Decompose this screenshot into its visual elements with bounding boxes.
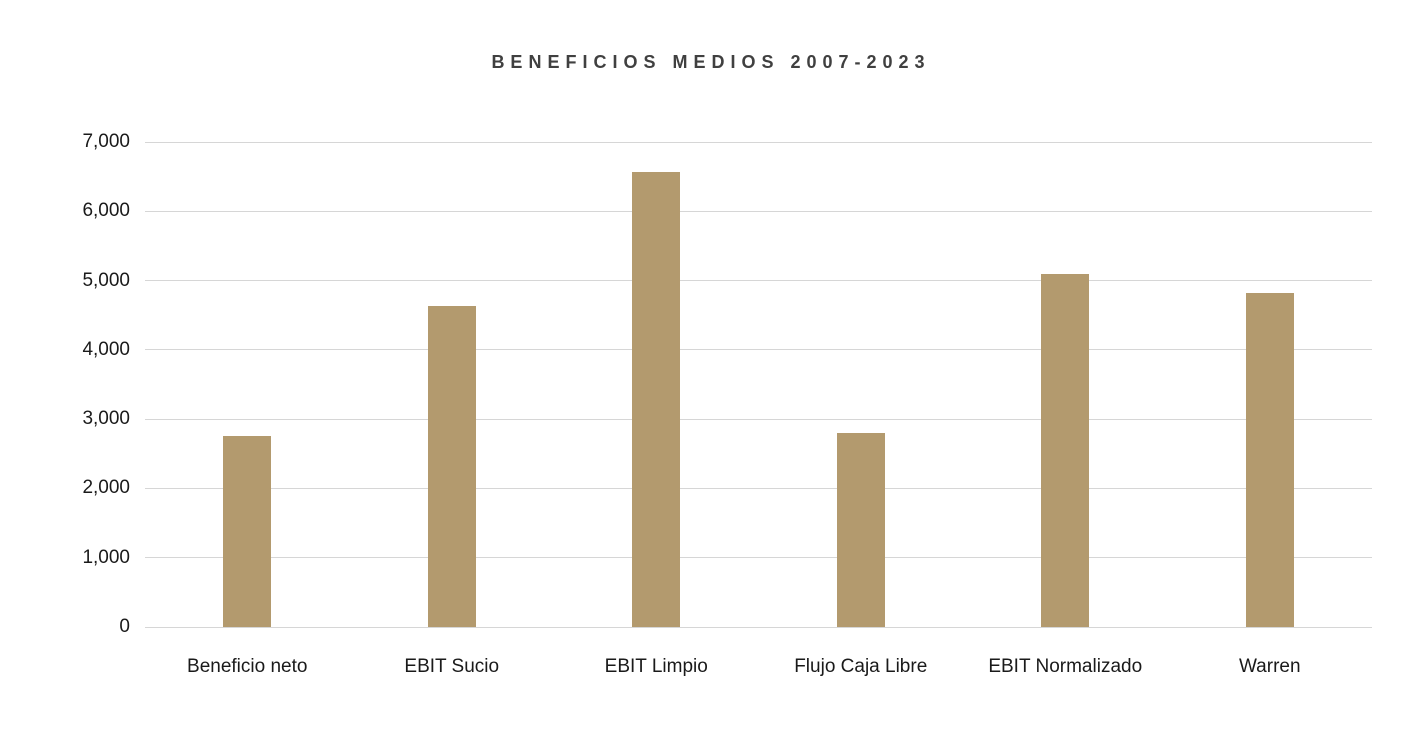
bar-warren[interactable] bbox=[1245, 293, 1294, 627]
gridline bbox=[145, 557, 1372, 559]
y-axis-tick-label: 0 bbox=[119, 616, 130, 637]
gridline bbox=[145, 280, 1372, 282]
gridline bbox=[145, 349, 1372, 351]
bar-ebit-limpio[interactable] bbox=[632, 171, 681, 627]
y-axis-tick-label: 1,000 bbox=[82, 546, 130, 568]
y-axis-tick-label: 3,000 bbox=[82, 408, 130, 430]
gridline bbox=[145, 418, 1372, 420]
bar-ebit-sucio[interactable] bbox=[427, 306, 476, 627]
plot-area bbox=[145, 141, 1372, 628]
y-axis-tick-label: 6,000 bbox=[82, 200, 130, 222]
gridline bbox=[145, 626, 1372, 628]
x-axis-category-label: EBIT Sucio bbox=[404, 656, 500, 677]
x-axis-category-label: Warren bbox=[1238, 656, 1301, 677]
gridline bbox=[145, 210, 1372, 212]
bars-row bbox=[145, 142, 1372, 627]
bar-column bbox=[1168, 142, 1373, 627]
bar-flujo-caja-libre[interactable] bbox=[836, 433, 885, 627]
y-axis-tick-label: 7,000 bbox=[82, 131, 130, 152]
gridline bbox=[145, 141, 1372, 143]
bar-column bbox=[350, 142, 555, 627]
gridline bbox=[145, 487, 1372, 489]
y-axis-tick-label: 2,000 bbox=[82, 477, 130, 499]
x-axis-category-label: EBIT Normalizado bbox=[988, 656, 1143, 677]
bar-column bbox=[963, 142, 1168, 627]
y-axis-tick-label: 5,000 bbox=[82, 269, 130, 291]
y-axis: 0 1,000 2,000 3,000 4,000 5,000 6,000 7,000 bbox=[0, 131, 130, 637]
x-axis-category-label: Flujo Caja Libre bbox=[794, 656, 928, 677]
x-axis: Beneficio neto EBIT Sucio EBIT Limpio Flujo… bbox=[145, 656, 1372, 678]
bar-column bbox=[759, 142, 964, 627]
bar-ebit-normalizado[interactable] bbox=[1041, 273, 1090, 627]
chart-title: BENEFICIOS MEDIOS 2007-2023 bbox=[491, 52, 931, 72]
bar-beneficio-neto[interactable] bbox=[223, 436, 272, 627]
x-axis-category-label: Beneficio neto bbox=[187, 656, 308, 677]
bar-column bbox=[554, 142, 759, 627]
x-axis-category-label: EBIT Limpio bbox=[604, 656, 708, 677]
bar-column bbox=[145, 142, 350, 627]
y-axis-tick-label: 4,000 bbox=[82, 338, 130, 360]
